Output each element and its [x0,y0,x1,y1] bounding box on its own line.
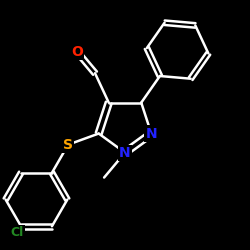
Text: O: O [71,45,83,59]
Text: N: N [146,126,157,140]
Text: S: S [63,138,73,152]
Text: N: N [119,146,131,160]
Text: Cl: Cl [11,226,24,239]
